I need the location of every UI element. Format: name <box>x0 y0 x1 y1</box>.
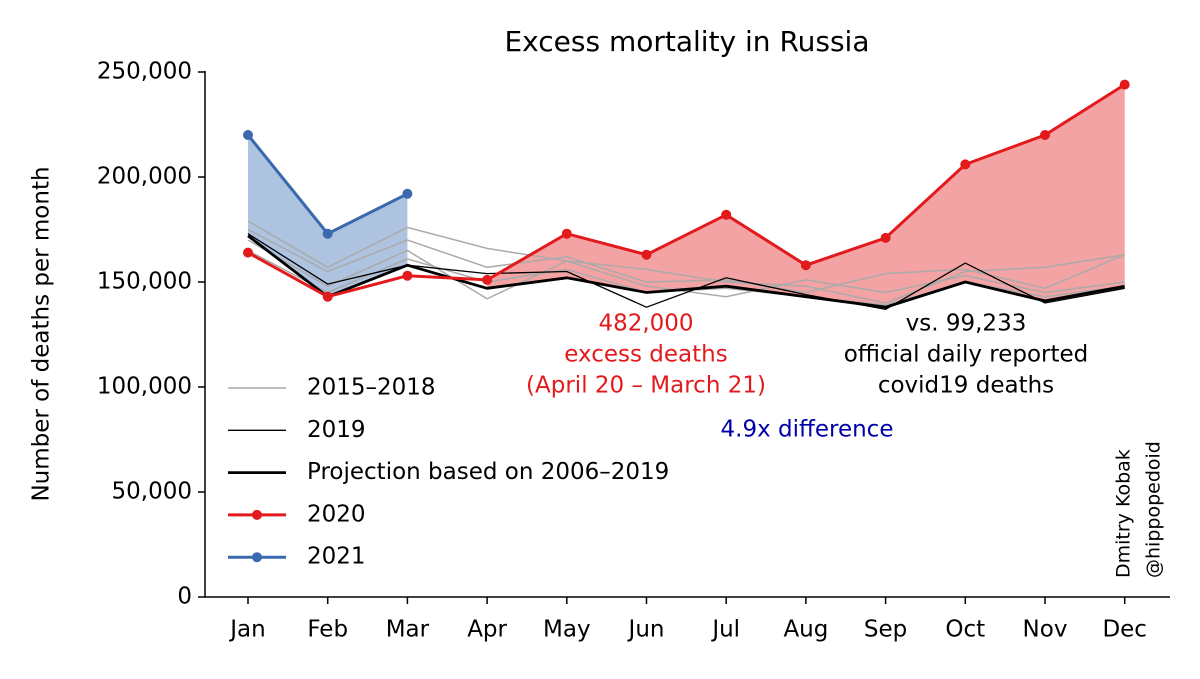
data-point <box>322 228 333 239</box>
data-point <box>721 209 732 220</box>
y-tick-label: 50,000 <box>112 479 192 505</box>
annotation: covid19 deaths <box>878 373 1054 399</box>
credit: Dmitry Kobak <box>1113 449 1135 578</box>
y-tick-label: 0 <box>177 584 192 610</box>
y-tick-label: 200,000 <box>97 164 192 190</box>
data-point <box>880 232 891 243</box>
legend-label: 2021 <box>307 544 366 570</box>
annotation: 4.9x difference <box>721 417 894 443</box>
data-point <box>800 260 811 271</box>
data-point <box>322 291 333 302</box>
y-tick-label: 250,000 <box>97 59 192 85</box>
x-tick-label: Feb <box>307 617 348 643</box>
data-point <box>482 274 493 285</box>
data-point <box>1119 79 1130 90</box>
annotation: vs. 99,233 <box>906 311 1027 337</box>
legend-marker <box>252 509 262 520</box>
annotation: (April 20 – March 21) <box>526 373 766 399</box>
y-tick-label: 150,000 <box>97 269 192 295</box>
annotation: 482,000 <box>598 311 693 337</box>
data-point <box>641 249 652 260</box>
x-tick-label: Nov <box>1023 617 1068 643</box>
x-tick-label: Apr <box>467 617 507 643</box>
x-tick-label: May <box>543 617 591 643</box>
x-tick-label: Aug <box>783 617 828 643</box>
data-point <box>960 159 971 170</box>
series-line <box>247 83 1126 299</box>
x-tick-label: Dec <box>1102 617 1147 643</box>
x-tick-label: Oct <box>945 617 985 643</box>
x-tick-label: Jul <box>710 617 740 643</box>
legend-label: 2015–2018 <box>307 375 436 401</box>
series-line <box>247 233 1125 310</box>
legend-marker <box>252 552 262 563</box>
x-tick-label: Jun <box>627 617 665 643</box>
y-axis-label: Number of deaths per month <box>29 166 55 501</box>
series-line <box>247 234 1125 309</box>
legend-label: 2020 <box>307 501 366 527</box>
chart-title: Excess mortality in Russia <box>504 25 869 58</box>
annotation: official daily reported <box>844 342 1089 368</box>
x-tick-label: Jan <box>228 617 265 643</box>
legend-label: 2019 <box>307 417 366 443</box>
background-line <box>247 239 1125 300</box>
data-point <box>402 270 413 281</box>
data-point <box>1040 130 1050 140</box>
x-tick-label: Sep <box>864 617 907 643</box>
data-point <box>243 247 253 258</box>
background-line <box>247 220 1125 304</box>
excess-area <box>248 135 408 297</box>
annotation: excess deaths <box>564 342 727 368</box>
x-tick-label: Mar <box>386 617 430 643</box>
data-point <box>561 228 572 239</box>
y-tick-label: 100,000 <box>97 374 192 400</box>
legend-label: Projection based on 2006–2019 <box>307 459 669 485</box>
excess-area <box>487 84 1125 308</box>
data-point <box>402 188 413 199</box>
data-point <box>243 130 253 140</box>
background-line <box>247 228 1125 294</box>
credit: @hippopedoid <box>1143 441 1165 578</box>
